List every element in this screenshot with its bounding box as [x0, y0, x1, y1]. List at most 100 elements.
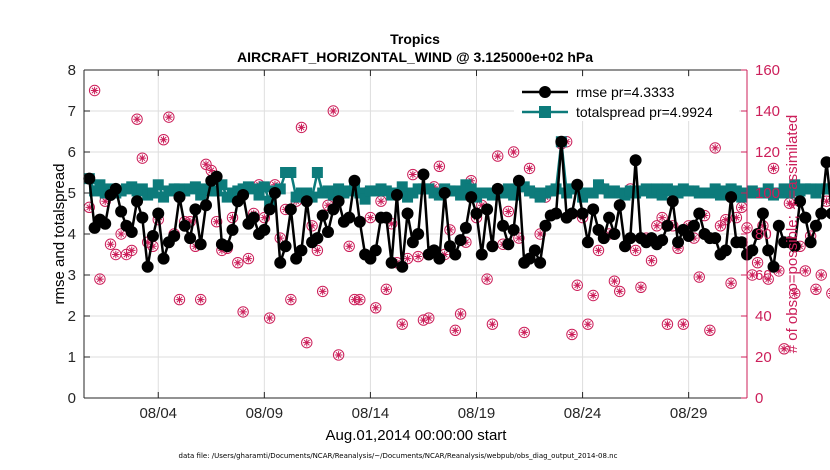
totalspread-marker [89, 185, 101, 197]
obs-assimilated-marker [759, 222, 767, 230]
totalspread-marker [354, 187, 366, 199]
rmse-marker [438, 187, 451, 199]
rmse-marker [173, 191, 186, 204]
obs-possible-marker [762, 273, 774, 285]
totalspread-marker [327, 189, 339, 201]
obs-possible-marker [645, 254, 658, 267]
obs-possible-marker [449, 324, 461, 337]
obs-assimilated-marker [737, 203, 746, 212]
rmse-marker [762, 244, 775, 257]
obs-assimilated-marker [568, 330, 576, 339]
obs-assimilated-marker [674, 244, 682, 253]
obs-assimilated-marker [610, 277, 619, 285]
totalspread-marker [195, 189, 207, 201]
rmse-marker [682, 230, 695, 243]
rmse-marker [332, 195, 345, 208]
x-tick-label: 08/04 [139, 405, 177, 422]
y-tick-label-right: 120 [755, 144, 780, 161]
rmse-marker [565, 207, 578, 220]
y-tick-label-right: 100 [755, 185, 780, 202]
rmse-marker [199, 199, 212, 212]
obs-possible-marker [693, 271, 705, 283]
axes: 08/04 08/09 08/14 08/19 08/24 08/290123456780… [68, 62, 780, 422]
rmse-marker [380, 211, 393, 224]
obs-possible-marker [332, 349, 345, 361]
obs-assimilated-marker [525, 164, 534, 173]
obs-possible-marker [502, 205, 515, 218]
obs-assimilated-marker [812, 285, 820, 294]
obs-possible-marker [232, 257, 244, 269]
rmse-marker [83, 172, 96, 185]
y-tick-label-left: 4 [68, 226, 76, 243]
rmse-marker [709, 232, 722, 245]
rmse-marker [390, 189, 403, 202]
obs-possible-marker [194, 293, 207, 306]
obs-possible-marker [789, 287, 801, 300]
obs-assimilated-marker [207, 166, 216, 175]
totalspread-marker [152, 179, 164, 191]
rmse-marker [131, 195, 144, 208]
obs-assimilated-marker [753, 258, 762, 267]
rmse-marker [725, 191, 738, 204]
rmse-marker [799, 211, 812, 224]
obs-assimilated-marker [520, 328, 529, 337]
rmse-marker [507, 223, 520, 236]
rmse-marker [587, 203, 600, 216]
rmse-marker [449, 248, 462, 261]
obs-assimilated-marker [637, 283, 645, 292]
obs-assimilated-marker [769, 164, 778, 173]
rmse-marker [258, 223, 271, 236]
obs-assimilated-marker [647, 256, 656, 265]
rmse-marker [279, 240, 292, 253]
obs-assimilated-marker [228, 213, 237, 222]
obs-possible-marker [518, 326, 530, 339]
rmse-marker [693, 207, 706, 220]
x-tick-label: 08/19 [458, 405, 496, 422]
obs-assimilated-marker [631, 246, 640, 255]
rmse-marker [539, 219, 552, 232]
obs-assimilated-marker [483, 275, 491, 283]
rmse-marker [629, 154, 642, 167]
obs-possible-marker [263, 312, 276, 324]
y-tick-label-right: 140 [755, 103, 780, 120]
obs-possible-marker [226, 211, 239, 224]
obs-assimilated-marker [244, 254, 253, 263]
obs-possible-marker [635, 281, 647, 293]
totalspread-marker [502, 183, 514, 195]
legend-box [514, 77, 739, 121]
y-axis-label-left: rmse and totalspread [51, 164, 68, 305]
y-tick-label-left: 5 [68, 185, 76, 202]
obs-assimilated-marker [716, 222, 725, 230]
y-tick-label-left: 3 [68, 267, 76, 284]
obs-assimilated-marker [706, 326, 714, 335]
rmse-marker [550, 207, 563, 220]
obs-possible-marker [163, 111, 175, 123]
rmse-marker [719, 244, 732, 257]
legend-spread-marker [539, 106, 551, 118]
obs-assimilated-marker [663, 320, 672, 328]
obs-possible-marker [285, 293, 297, 306]
obs-possible-marker [237, 306, 249, 318]
obs-assimilated-marker [149, 242, 157, 251]
rmse-marker [794, 195, 807, 208]
rmse-marker [348, 174, 361, 187]
obs-assimilated-marker [85, 203, 94, 212]
totalspread-marker [656, 189, 668, 201]
totalspread-marker [253, 189, 265, 201]
totalspread-marker [465, 183, 477, 195]
obs-assimilated-marker [324, 201, 332, 210]
totalspread-marker [264, 195, 276, 207]
rmse-marker [746, 244, 759, 257]
totalspread-marker [783, 187, 795, 199]
obs-assimilated-marker [212, 217, 221, 226]
totalspread-marker [789, 179, 801, 191]
rmse-marker [666, 195, 679, 208]
rmse-marker [571, 178, 584, 191]
rmse-marker [178, 219, 191, 232]
obs-assimilated-marker [440, 250, 449, 259]
obs-assimilated-marker [366, 213, 375, 222]
totalspread-marker [730, 185, 742, 197]
totalspread-marker [709, 183, 721, 195]
totalspread-marker [158, 191, 170, 203]
obs-possible-marker [295, 121, 308, 134]
